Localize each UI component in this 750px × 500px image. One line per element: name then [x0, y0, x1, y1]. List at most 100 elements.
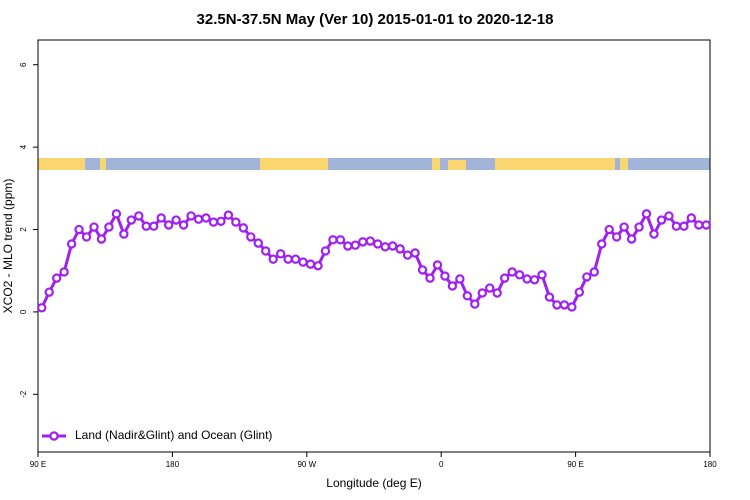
- land-band: [448, 160, 466, 170]
- data-point: [679, 221, 689, 231]
- data-point: [432, 260, 443, 270]
- data-point: [410, 248, 420, 258]
- data-point: [671, 221, 682, 231]
- data-point: [440, 271, 450, 281]
- data-point: [447, 281, 458, 291]
- data-point: [126, 215, 137, 225]
- x-tick-label: 0: [439, 460, 444, 469]
- data-point: [649, 229, 659, 239]
- data-point: [223, 210, 234, 220]
- land-band: [38, 158, 85, 170]
- data-point: [514, 270, 525, 280]
- data-point: [328, 235, 338, 245]
- data-point: [619, 222, 629, 232]
- land-band: [432, 158, 440, 170]
- data-point: [537, 270, 547, 280]
- land-band: [620, 158, 628, 170]
- data-point: [208, 217, 219, 227]
- data-point: [380, 242, 390, 252]
- data-point: [462, 291, 473, 301]
- data-point: [402, 250, 413, 260]
- data-point: [350, 240, 361, 250]
- data-point: [111, 209, 122, 219]
- data-point: [298, 257, 308, 267]
- data-point: [626, 234, 637, 244]
- data-point: [268, 254, 278, 264]
- x-axis-title: Longitude (deg E): [326, 476, 421, 490]
- data-point: [552, 300, 562, 310]
- data-point: [253, 238, 263, 248]
- data-point: [455, 274, 465, 284]
- data-point: [171, 215, 181, 225]
- data-point: [238, 223, 249, 233]
- x-tick-label: 180: [703, 460, 717, 469]
- y-tick-label: 6: [19, 62, 28, 67]
- land-ocean-strip: [38, 158, 710, 170]
- data-point: [313, 261, 323, 271]
- data-point: [231, 217, 241, 227]
- data-point: [425, 273, 435, 283]
- data-point: [641, 209, 652, 219]
- data-point: [499, 273, 510, 283]
- data-point: [694, 220, 704, 230]
- data-point: [701, 220, 711, 230]
- data-point: [119, 229, 129, 239]
- data-point: [343, 241, 353, 251]
- data-point: [44, 287, 54, 297]
- data-point: [186, 211, 196, 221]
- data-point: [104, 222, 114, 232]
- data-point: [522, 274, 532, 284]
- data-point: [686, 213, 697, 223]
- y-tick-label: 0: [19, 309, 28, 314]
- data-point: [305, 259, 316, 269]
- data-point: [611, 232, 622, 242]
- data-point: [567, 302, 577, 312]
- data-point: [395, 244, 405, 254]
- data-point: [96, 234, 107, 244]
- y-axis-title: XCO2 - MLO trend (ppm): [1, 179, 15, 314]
- land-band: [260, 158, 328, 170]
- data-point: [417, 265, 428, 275]
- data-point: [492, 288, 502, 298]
- data-point: [261, 246, 271, 256]
- data-point: [134, 211, 144, 221]
- data-point: [604, 224, 614, 235]
- data-point: [283, 254, 293, 264]
- data-point: [485, 283, 495, 293]
- legend-label: Land (Nadir&Glint) and Ocean (Glint): [75, 428, 272, 442]
- x-tick-label: 90 E: [567, 460, 583, 469]
- data-point: [275, 249, 286, 259]
- data-point: [216, 216, 226, 226]
- data-point: [163, 220, 174, 230]
- data-point: [201, 213, 211, 223]
- data-point: [178, 220, 189, 230]
- data-point: [81, 232, 92, 242]
- data-point: [89, 222, 99, 232]
- y-tick-label: 2: [19, 227, 28, 232]
- data-point: [193, 214, 204, 224]
- x-tick-label: 90 W: [297, 460, 316, 469]
- data-point: [387, 241, 398, 251]
- data-point: [597, 239, 607, 249]
- data-point: [74, 224, 84, 235]
- data-point: [582, 272, 592, 282]
- land-band: [495, 158, 615, 170]
- data-point: [544, 292, 555, 302]
- data-point: [559, 300, 570, 310]
- chart-title: 32.5N-37.5N May (Ver 10) 2015-01-01 to 2…: [197, 11, 554, 28]
- data-point: [507, 267, 517, 277]
- data-point: [320, 246, 331, 256]
- y-tick-label: 4: [19, 144, 28, 149]
- data-point: [149, 221, 159, 231]
- data-point: [470, 299, 480, 309]
- data-point: [335, 235, 346, 245]
- data-point: [290, 254, 301, 264]
- data-point: [477, 288, 487, 298]
- data-point: [156, 213, 166, 223]
- x-tick-label: 90 E: [30, 460, 46, 469]
- data-point: [529, 275, 540, 285]
- data-point: [365, 236, 375, 246]
- data-point: [358, 237, 368, 247]
